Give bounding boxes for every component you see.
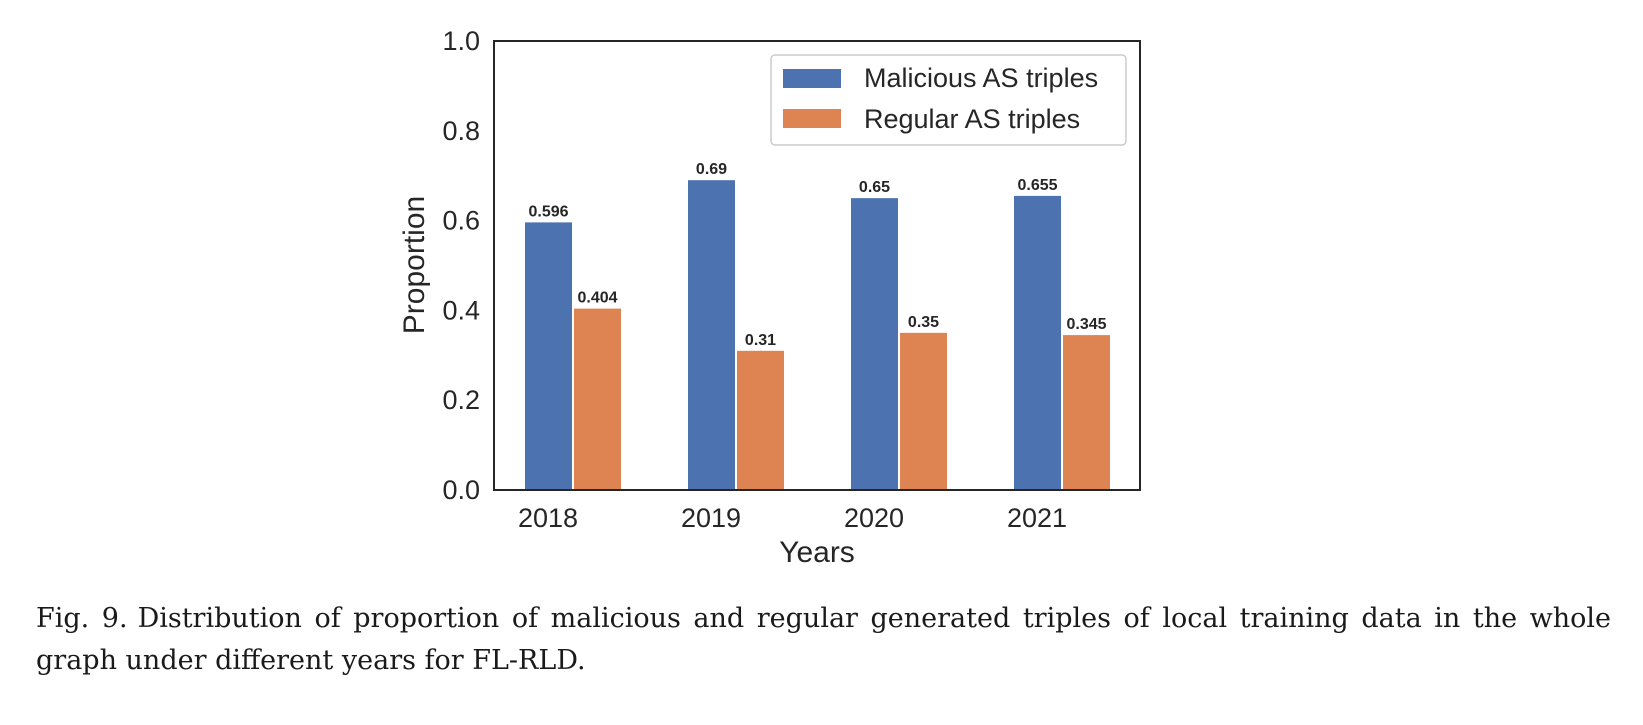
figure-caption: Fig. 9. Distribution of proportion of mal… xyxy=(36,598,1611,682)
x-tick-label: 2020 xyxy=(844,503,904,533)
bar-malicious-2018 xyxy=(525,222,572,490)
bar-label-malicious-2020: 0.65 xyxy=(859,179,890,196)
bar-label-regular-2018: 0.404 xyxy=(577,290,617,307)
bar-label-malicious-2018: 0.596 xyxy=(528,203,568,220)
x-tick-label: 2018 xyxy=(518,503,578,533)
bars-group xyxy=(525,180,1110,490)
plot-frame xyxy=(493,40,1141,491)
x-tick-label: 2021 xyxy=(1007,503,1067,533)
bar-label-regular-2021: 0.345 xyxy=(1066,316,1106,333)
y-tick-label: 0.2 xyxy=(442,385,480,415)
bar-label-regular-2019: 0.31 xyxy=(745,332,776,349)
bar-regular-2021 xyxy=(1063,335,1110,490)
y-tick-label: 0.6 xyxy=(442,206,480,236)
bar-chart: 0.596 0.69 0.65 0.655 0.404 0.31 0.35 0.345 0.0… xyxy=(398,26,1141,569)
y-tick-label: 1.0 xyxy=(442,26,480,56)
y-axis-ticks: 0.0 0.2 0.4 0.6 0.8 1.0 xyxy=(442,26,480,505)
x-tick-label: 2019 xyxy=(681,503,741,533)
bar-label-malicious-2019: 0.69 xyxy=(696,161,727,178)
bar-malicious-2019 xyxy=(688,180,735,490)
bar-malicious-2021 xyxy=(1014,195,1061,490)
bar-labels-group: 0.596 0.69 0.65 0.655 0.404 0.31 0.35 0.345 xyxy=(528,161,1106,349)
legend-box xyxy=(770,54,1127,146)
bar-regular-2018 xyxy=(574,308,621,490)
bar-regular-2020 xyxy=(900,332,947,490)
bar-label-malicious-2021: 0.655 xyxy=(1017,177,1057,194)
legend-label-malicious: Malicious AS triples xyxy=(864,63,1098,93)
legend: Malicious AS triples Regular AS triples xyxy=(770,54,1127,146)
legend-swatch-regular xyxy=(783,109,841,128)
bar-malicious-2020 xyxy=(851,198,898,490)
bar-regular-2019 xyxy=(737,350,784,490)
y-axis-title: Proportion xyxy=(398,196,431,334)
x-axis-ticks: 2018 2019 2020 2021 xyxy=(518,503,1067,533)
legend-label-regular: Regular AS triples xyxy=(864,104,1080,134)
caption-label: Fig. 9. xyxy=(36,603,128,634)
legend-swatch-malicious xyxy=(783,69,841,88)
y-tick-label: 0.4 xyxy=(442,295,480,325)
caption-text: Distribution of proportion of malicious … xyxy=(36,603,1611,676)
bar-label-regular-2020: 0.35 xyxy=(908,314,939,331)
y-tick-label: 0.0 xyxy=(442,475,480,505)
y-tick-label: 0.8 xyxy=(442,116,480,146)
x-axis-title: Years xyxy=(779,536,855,569)
